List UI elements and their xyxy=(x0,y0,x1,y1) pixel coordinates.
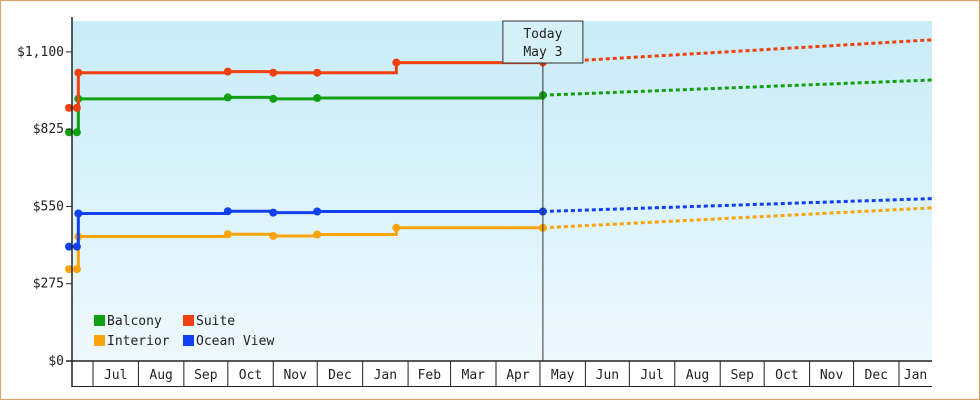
y-tick-label: $275 xyxy=(33,277,64,292)
x-tick-label: Dec xyxy=(328,368,351,383)
legend-swatch-suite xyxy=(183,315,194,326)
data-point-interior xyxy=(269,231,278,240)
data-point-interior xyxy=(223,230,232,239)
forecast-line-ocean-view xyxy=(542,197,933,214)
x-tick-label: Nov xyxy=(820,368,844,383)
legend-swatch-ocean-view xyxy=(183,335,194,346)
data-point-suite xyxy=(65,103,73,112)
legend-swatch-balcony xyxy=(94,315,105,326)
x-tick-label: Oct xyxy=(775,368,798,383)
data-point-ocean-view xyxy=(269,208,278,217)
y-tick-label: $1,100 xyxy=(17,45,64,60)
today-label-line2: May 3 xyxy=(523,45,562,60)
data-point-suite xyxy=(313,68,322,77)
legend-swatch-interior xyxy=(94,335,105,346)
plot-background xyxy=(72,21,932,361)
legend: Balcony Suite Interior Ocean View xyxy=(94,314,274,349)
x-tick-label: Oct xyxy=(239,368,262,383)
today-label-line1: Today xyxy=(523,27,562,42)
data-point-interior xyxy=(65,265,73,274)
x-tick-label: Apr xyxy=(506,368,530,383)
x-tick-label: Sep xyxy=(730,368,754,383)
data-point-balcony xyxy=(223,93,232,102)
x-tick-label: Aug xyxy=(686,368,709,383)
legend-label-interior: Interior xyxy=(107,334,170,349)
data-point-balcony xyxy=(313,93,322,102)
data-point-balcony xyxy=(269,94,278,103)
x-tick-label: Jul xyxy=(640,368,663,383)
data-point-suite xyxy=(223,67,232,76)
data-point-ocean-view xyxy=(223,207,232,216)
series-layer xyxy=(65,38,933,274)
legend-label-balcony: Balcony xyxy=(107,314,162,329)
axes-layer: $0 $275 $550 $825 $1,100 Jul Aug Sep Oct Nov Dec Ja… xyxy=(17,17,932,387)
forecast-line-suite xyxy=(542,38,933,65)
x-tick-label: Jul xyxy=(104,368,127,383)
x-tick-label: May xyxy=(551,368,575,383)
x-tick-label: Jan xyxy=(374,368,397,383)
data-point-balcony xyxy=(65,128,73,137)
today-marker: Today May 3 xyxy=(502,20,584,361)
data-point-balcony xyxy=(72,128,81,137)
x-tick-label: Sep xyxy=(194,368,218,383)
data-point-suite xyxy=(269,68,278,77)
legend-label-suite: Suite xyxy=(196,314,235,329)
legend-label-ocean-view: Ocean View xyxy=(196,334,274,349)
data-point-interior xyxy=(392,223,401,232)
data-point-ocean-view xyxy=(313,207,322,216)
data-point-ocean-view xyxy=(74,209,83,218)
y-tick-label: $0 xyxy=(48,354,64,369)
x-tick-label: Aug xyxy=(149,368,172,383)
data-point-interior xyxy=(72,265,81,274)
x-tick-label: Mar xyxy=(462,368,486,383)
x-tick-label: Jan xyxy=(904,368,927,383)
data-point-interior xyxy=(313,230,322,239)
x-tick-label: Jun xyxy=(596,368,619,383)
data-point-suite xyxy=(392,58,401,67)
x-tick-label: Feb xyxy=(418,368,442,383)
today-label-box xyxy=(502,20,584,64)
y-tick-label: $825 xyxy=(33,122,64,137)
y-tick-label: $550 xyxy=(33,199,64,214)
data-point-ocean-view xyxy=(72,242,81,251)
x-tick-label: Dec xyxy=(865,368,888,383)
x-tick-label: Nov xyxy=(283,368,307,383)
forecast-line-interior xyxy=(542,206,933,230)
data-point-ocean-view xyxy=(65,242,73,251)
data-point-suite xyxy=(72,103,81,112)
forecast-line-balcony xyxy=(542,78,933,97)
data-point-suite xyxy=(74,68,83,77)
